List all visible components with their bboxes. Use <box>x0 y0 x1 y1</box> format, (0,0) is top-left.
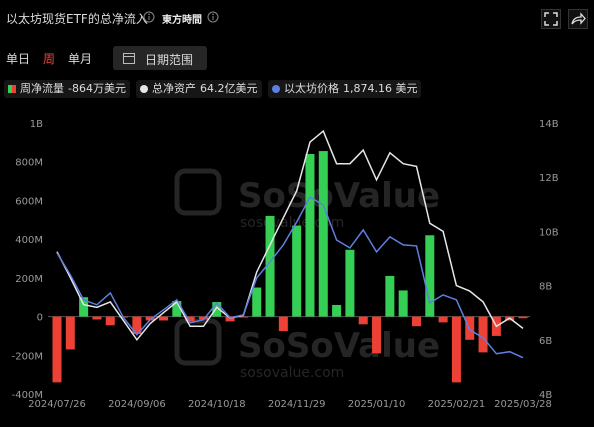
bar <box>438 316 448 323</box>
legend-label: 以太坊价格 <box>284 82 339 95</box>
bar <box>198 316 208 320</box>
line <box>56 195 524 359</box>
bar <box>398 290 408 317</box>
y-tick-label: 0 <box>37 313 43 324</box>
bar <box>79 297 89 317</box>
x-tick-label: 2024/10/18 <box>188 399 246 410</box>
bar <box>238 316 248 318</box>
bar <box>305 153 315 317</box>
legend-value: -864万美元 <box>68 82 126 95</box>
x-tick-label: 2025/01/10 <box>348 399 406 410</box>
bar <box>212 302 222 317</box>
date-range-label: 日期范围 <box>145 53 194 67</box>
legend-swatch <box>272 85 280 93</box>
y-tick-label: 800M <box>15 158 43 169</box>
bar <box>278 316 288 332</box>
legend-item[interactable]: 周净流量 -864万美元 <box>4 80 130 98</box>
legend-item[interactable]: 以太坊价格 1,874.16 美元 <box>268 80 422 98</box>
legend-item[interactable]: 总净资产 64.2亿美元 <box>136 80 262 98</box>
x-tick-label: 2024/09/06 <box>108 399 166 410</box>
bar <box>105 316 115 326</box>
y-tick-label: -400M <box>12 390 43 401</box>
x-tick-label: 2024/11/29 <box>268 399 326 410</box>
watermark-brand: SoSoValue <box>238 176 440 216</box>
bar <box>265 215 275 317</box>
fullscreen-button[interactable] <box>541 9 561 29</box>
date-range-button[interactable]: 日期范围 <box>113 46 207 70</box>
watermark: SoSoValuesosovalue.comSoSoValuesosovalue… <box>174 168 440 381</box>
x-tick-label: 2025/02/21 <box>428 399 486 410</box>
chart: SoSoValuesosovalue.comSoSoValuesosovalue… <box>12 119 559 410</box>
bar <box>345 249 355 317</box>
bar <box>92 316 102 320</box>
period-button[interactable]: 单日 <box>6 52 31 66</box>
timezone[interactable]: 東方時間 <box>162 15 202 26</box>
watermark-brand: SoSoValue <box>238 326 440 366</box>
legend-label: 周净流量 <box>20 82 64 95</box>
bar <box>225 316 235 322</box>
info-icon[interactable] <box>143 11 155 23</box>
bar <box>451 316 461 383</box>
bar <box>425 235 435 317</box>
y-tick-label: 200M <box>15 274 43 285</box>
watermark-site: sosovalue.com <box>240 365 344 381</box>
bar <box>518 316 528 319</box>
bar <box>332 304 342 317</box>
bar <box>185 316 195 322</box>
legend-swatch <box>8 85 16 93</box>
x-tick-label: 2025/03/28 <box>494 399 552 410</box>
y-tick-label: -200M <box>12 351 43 362</box>
y-tick-label: 400M <box>15 235 43 246</box>
info-icon[interactable] <box>207 11 219 23</box>
y2-tick-label: 8B <box>539 282 552 293</box>
bar <box>318 151 328 317</box>
watermark-logo <box>174 318 222 366</box>
bar <box>292 225 302 317</box>
y2-tick-label: 10B <box>539 227 559 238</box>
bar <box>252 287 262 317</box>
calendar-icon <box>123 53 135 64</box>
y-tick-label: 600M <box>15 196 43 207</box>
bar <box>65 316 75 350</box>
bar <box>172 301 182 317</box>
x-tick-label: 2024/07/26 <box>28 399 86 410</box>
bar <box>132 316 142 334</box>
legend-swatch <box>140 85 148 93</box>
watermark-logo <box>174 168 222 216</box>
bar <box>52 316 62 383</box>
share-button[interactable] <box>568 9 588 29</box>
bar <box>478 316 488 353</box>
bar <box>372 316 382 354</box>
legend-label: 总净资产 <box>152 82 196 95</box>
y2-tick-label: 14B <box>539 119 559 130</box>
bar <box>159 316 169 321</box>
title: 以太坊现货ETF的总净流入 <box>6 12 148 26</box>
line <box>56 129 524 342</box>
bar <box>411 316 421 327</box>
y2-tick-label: 6B <box>539 336 552 347</box>
bar <box>145 316 155 321</box>
bar <box>358 316 368 325</box>
period-button-active[interactable]: 周 <box>43 52 56 66</box>
y2-tick-label: 4B <box>539 390 552 401</box>
y2-tick-label: 12B <box>539 173 559 184</box>
legend-value: 64.2亿美元 <box>200 82 258 95</box>
legend-value: 1,874.16 美元 <box>343 82 418 95</box>
period-button[interactable]: 单月 <box>68 52 93 66</box>
bar <box>385 275 395 317</box>
y-tick-label: 1B <box>30 119 43 130</box>
